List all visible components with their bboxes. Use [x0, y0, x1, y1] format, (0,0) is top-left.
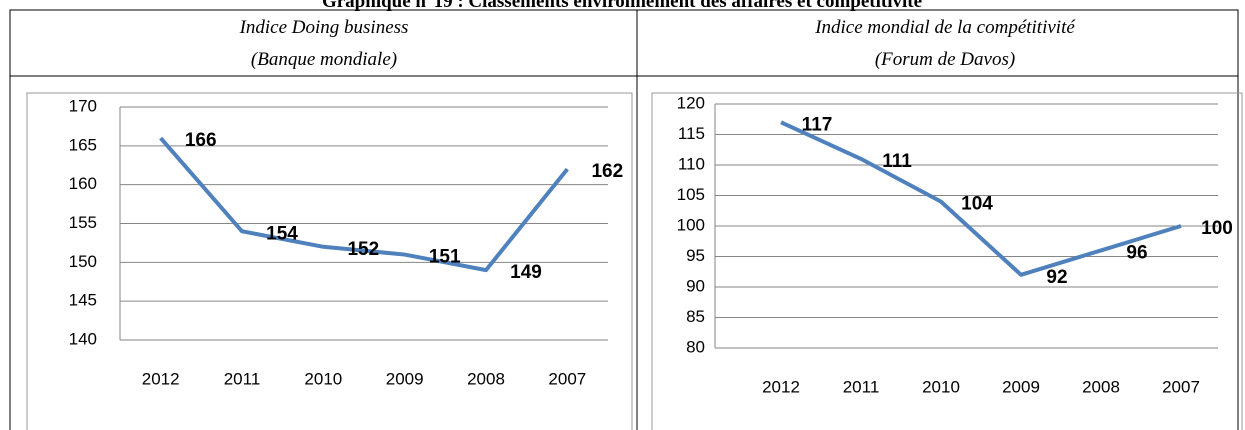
y-tick-label: 170: [69, 96, 97, 115]
y-tick-label: 110: [678, 154, 705, 173]
x-tick-label: 2011: [224, 369, 261, 388]
y-tick-label: 160: [69, 174, 97, 193]
data-label: 151: [429, 247, 461, 268]
y-tick-label: 155: [69, 213, 97, 232]
data-label: 92: [1046, 267, 1067, 288]
y-tick-label: 140: [69, 329, 97, 348]
y-tick-label: 145: [69, 291, 97, 310]
table-border: [9, 9, 1239, 430]
y-tick-label: 95: [686, 246, 705, 265]
y-tick-label: 150: [69, 252, 97, 271]
line: [159, 136, 569, 273]
data-label: 96: [1126, 242, 1147, 263]
x-tick-label: 2012: [762, 377, 800, 396]
x-tick-label: 2008: [1082, 377, 1120, 396]
header: Indice Doing business: [239, 17, 409, 38]
data-label: 100: [1201, 218, 1233, 239]
x-tick-label: 2011: [843, 377, 880, 396]
x-tick-label: 2007: [1162, 377, 1200, 396]
y-tick-label: 90: [686, 276, 705, 295]
header: (Forum de Davos): [875, 49, 1015, 70]
data-label: 149: [510, 262, 542, 283]
y-tick-label: 120: [677, 93, 705, 112]
data-label: 162: [591, 161, 623, 182]
y-tick-label: 80: [686, 337, 705, 356]
data-label: 117: [802, 114, 833, 135]
data-label: 152: [347, 239, 379, 260]
line: [780, 120, 1182, 277]
x-tick-label: 2012: [142, 369, 180, 388]
caption: Graphique n°19 : Classements environneme…: [322, 0, 922, 12]
x-tick-label: 2010: [922, 377, 960, 396]
y-tick-label: 115: [678, 124, 705, 143]
y-tick-label: 165: [69, 135, 97, 154]
x-tick-label: 2009: [1002, 377, 1040, 396]
x-tick-label: 2007: [548, 369, 586, 388]
data-label: 166: [185, 130, 217, 151]
x-tick-label: 2008: [467, 369, 505, 388]
y-tick-label: 85: [686, 307, 705, 326]
header: Indice mondial de la compétitivité: [814, 17, 1076, 38]
x-tick-label: 2009: [386, 369, 424, 388]
header: (Banque mondiale): [251, 49, 397, 70]
y-tick-label: 100: [677, 215, 705, 234]
chart-frame: [651, 92, 1243, 430]
data-label: 111: [882, 151, 912, 172]
data-label: 154: [266, 223, 298, 244]
x-tick-label: 2010: [304, 369, 342, 388]
data-label: 104: [961, 194, 993, 215]
chart-frame: [26, 92, 633, 430]
y-tick-label: 105: [677, 185, 705, 204]
